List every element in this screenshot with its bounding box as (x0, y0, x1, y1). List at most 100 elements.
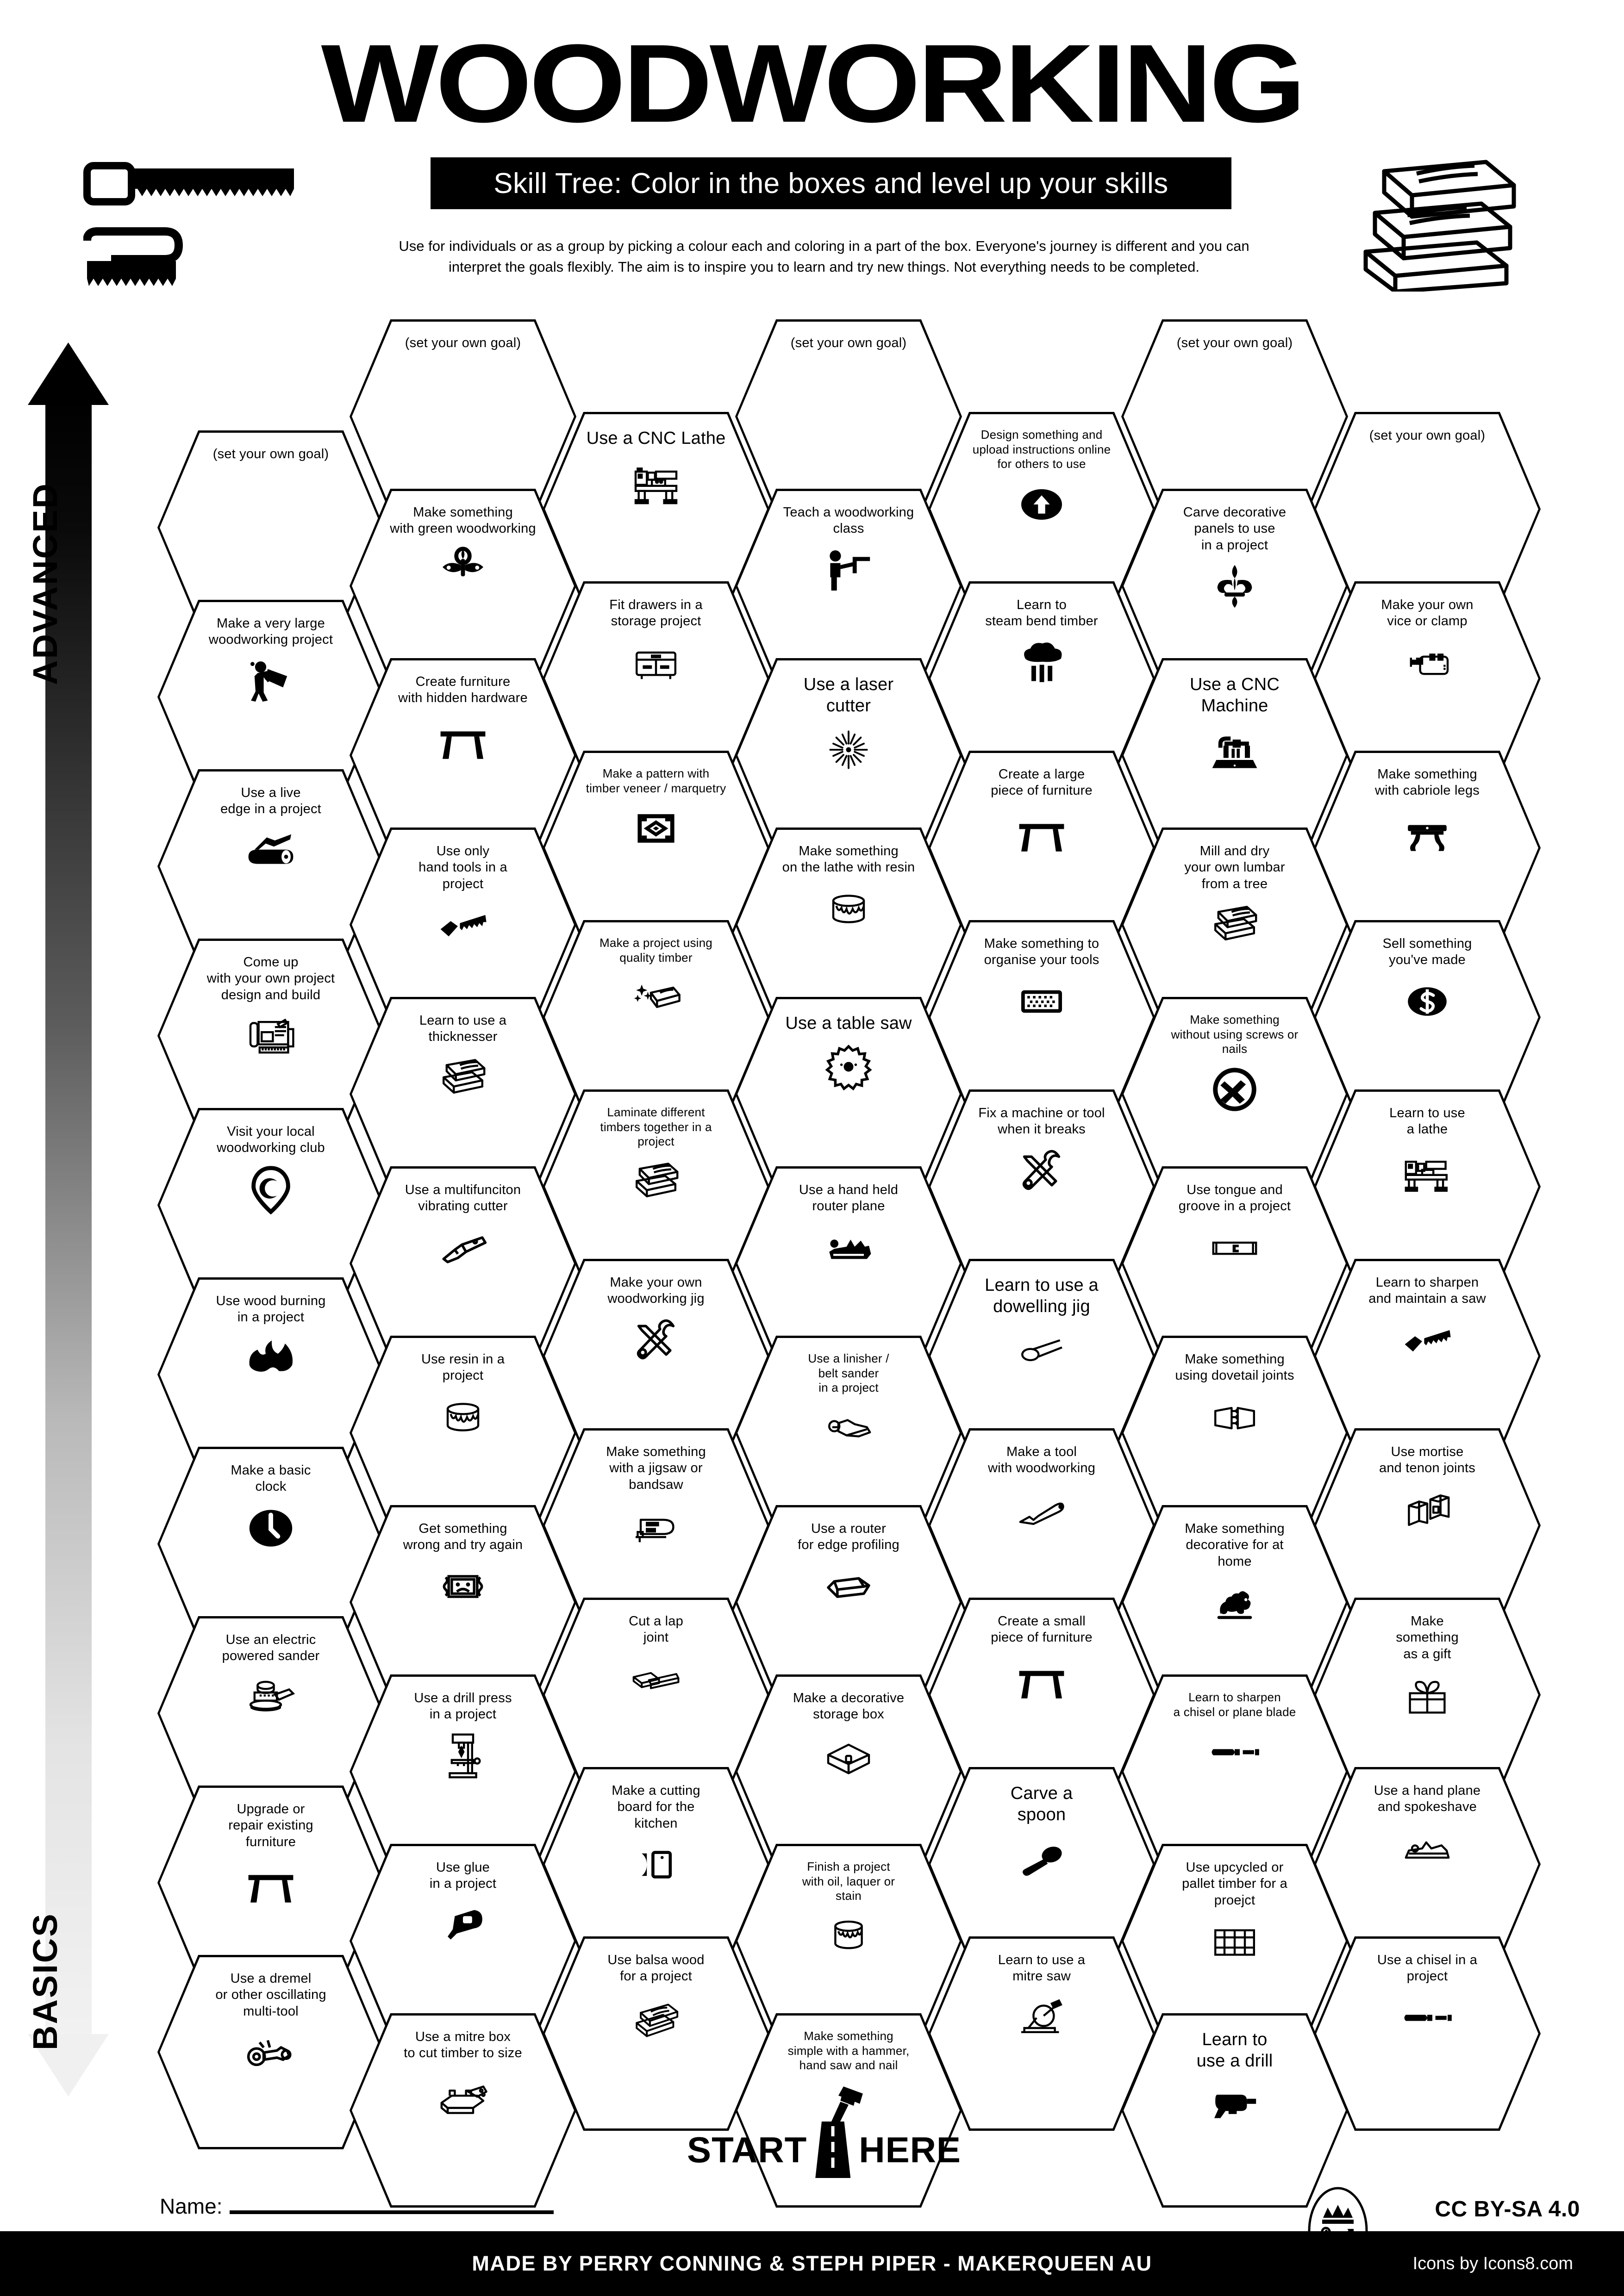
skill-hex-5-8[interactable]: Create a small piece of furniture (928, 1598, 1155, 1792)
hex-label: Finish a project with oil, laquer or sta… (802, 1860, 895, 1903)
skill-hex-3-1[interactable]: Use a CNC Lathe (543, 412, 769, 606)
skill-hex-7-7[interactable]: Use mortise and tenon joints (1314, 1428, 1541, 1623)
skill-hex-6-4[interactable]: Mill and dry your own lumbar from a tree (1121, 828, 1348, 1022)
skill-hex-5-10[interactable]: Learn to use a mitre saw (928, 1936, 1155, 2131)
skill-hex-6-1[interactable]: (set your own goal) (1121, 319, 1348, 514)
hex-fill (160, 1788, 382, 1978)
skill-hex-4-6[interactable]: Use a hand held router plane (735, 1166, 962, 1361)
skill-hex-2-8[interactable]: Get something wrong and try again (350, 1505, 576, 1699)
skill-hex-1-3[interactable]: Use a live edge in a project (157, 769, 384, 964)
skill-hex-5-5[interactable]: Fix a machine or tool when it breaks (928, 1089, 1155, 1284)
skill-hex-2-10[interactable]: Use glue in a project (350, 1844, 576, 2038)
skill-hex-7-10[interactable]: Use a chisel in a project (1314, 1936, 1541, 2131)
fleur-de-lis-icon (1207, 561, 1262, 612)
hex-content: Learn to use a drill (1121, 2013, 1348, 2208)
skill-hex-7-3[interactable]: Make something with cabriole legs (1314, 751, 1541, 945)
hex-fill (931, 1092, 1153, 1282)
skill-hex-4-4[interactable]: Make something on the lathe with resin (735, 828, 962, 1022)
skill-hex-7-1[interactable]: (set your own goal) (1314, 412, 1541, 606)
skill-hex-6-2[interactable]: Carve decorative panels to use in a proj… (1121, 489, 1348, 683)
skill-hex-3-9[interactable]: Make a cutting board for the kitchen (543, 1767, 769, 1961)
skill-hex-2-3[interactable]: Create furniture with hidden hardware (350, 658, 576, 852)
skill-hex-1-8[interactable]: Use an electric powered sander (157, 1616, 384, 1811)
skill-hex-5-3[interactable]: Create a large piece of furniture (928, 751, 1155, 945)
hex-fill (1124, 1169, 1346, 1358)
hex-content: Make something using dovetail joints (1121, 1336, 1348, 1530)
skill-hex-2-4[interactable]: Use only hand tools in a project (350, 828, 576, 1022)
start-word: START (687, 2129, 807, 2170)
skill-hex-7-2[interactable]: Make your own vice or clamp (1314, 581, 1541, 776)
hex-label: Use resin in a project (421, 1352, 505, 1383)
hex-label: Create a small piece of furniture (991, 1614, 1093, 1645)
skill-hex-5-1[interactable]: Design something and upload instructions… (928, 412, 1155, 606)
skill-hex-2-1[interactable]: (set your own goal) (350, 319, 576, 514)
skill-hex-2-7[interactable]: Use resin in a project (350, 1336, 576, 1530)
skill-hex-4-8[interactable]: Use a router for edge profiling (735, 1505, 962, 1699)
skill-hex-3-2[interactable]: Fit drawers in a storage project (543, 581, 769, 776)
skill-hex-6-7[interactable]: Make something using dovetail joints (1121, 1336, 1348, 1530)
skill-hex-4-10[interactable]: Finish a project with oil, laquer or sta… (735, 1844, 962, 2038)
hex-content: Get something wrong and try again (350, 1505, 576, 1699)
skill-hex-4-5[interactable]: Use a table saw (735, 997, 962, 1191)
skill-hex-3-6[interactable]: Make your own woodworking jig (543, 1259, 769, 1453)
skill-hex-5-6[interactable]: Learn to use a dowelling jig (928, 1259, 1155, 1453)
skill-hex-4-3[interactable]: Use a laser cutter (735, 658, 962, 852)
skill-hex-6-11[interactable]: Learn to use a drill (1121, 2013, 1348, 2208)
skill-hex-5-4[interactable]: Make something to organise your tools (928, 920, 1155, 1114)
skill-hex-1-1[interactable]: (set your own goal) (157, 430, 384, 625)
skill-hex-3-4[interactable]: Make a project using quality timber (543, 920, 769, 1114)
skill-hex-4-2[interactable]: Teach a woodworking class (735, 489, 962, 683)
name-field-row[interactable]: Name: (160, 2194, 554, 2219)
skill-hex-5-9[interactable]: Carve a spoon (928, 1767, 1155, 1961)
skill-hex-6-5[interactable]: Make something without using screws or n… (1121, 997, 1348, 1191)
skill-hex-3-5[interactable]: Laminate different timbers together in a… (543, 1089, 769, 1284)
skill-hex-1-4[interactable]: Come up with your own project design and… (157, 939, 384, 1133)
sprout-icon (435, 545, 491, 596)
skill-hex-5-2[interactable]: Learn to steam bend timber (928, 581, 1155, 776)
skill-hex-1-9[interactable]: Upgrade or repair existing furniture (157, 1786, 384, 1980)
gift-icon (1399, 1670, 1455, 1721)
hex-content: Use a mitre box to cut timber to size (350, 2013, 576, 2208)
skill-hex-6-3[interactable]: Use a CNC Machine (1121, 658, 1348, 852)
skill-hex-1-10[interactable]: Use a dremel or other oscillating multi-… (157, 1955, 384, 2149)
skill-hex-4-1[interactable]: (set your own goal) (735, 319, 962, 514)
skill-hex-2-11[interactable]: Use a mitre box to cut timber to size (350, 2013, 576, 2208)
skill-hex-6-9[interactable]: Learn to sharpen a chisel or plane blade (1121, 1674, 1348, 1869)
skill-hex-7-5[interactable]: Learn to use a lathe (1314, 1089, 1541, 1284)
skill-hex-6-6[interactable]: Use tongue and groove in a project (1121, 1166, 1348, 1361)
skill-hex-1-7[interactable]: Make a basic clock (157, 1447, 384, 1641)
drill-icon (1207, 2079, 1262, 2130)
hex-label: Use a CNC Lathe (586, 429, 726, 448)
hex-fill (160, 433, 382, 622)
skill-hex-5-7[interactable]: Make a tool with woodworking (928, 1428, 1155, 1623)
skill-hex-3-10[interactable]: Use balsa wood for a project (543, 1936, 769, 2131)
hex-content: Make something simple with a hammer, han… (735, 2013, 962, 2208)
skill-hex-3-3[interactable]: Make a pattern with timber veneer / marq… (543, 751, 769, 945)
pegboard-icon (1014, 976, 1069, 1027)
skill-hex-7-6[interactable]: Learn to sharpen and maintain a saw (1314, 1259, 1541, 1453)
skill-hex-2-9[interactable]: Use a drill press in a project (350, 1674, 576, 1869)
skill-hex-2-5[interactable]: Learn to use a thicknesser (350, 997, 576, 1191)
skill-hex-7-4[interactable]: Sell something you've made (1314, 920, 1541, 1114)
skill-hex-1-6[interactable]: Use wood burning in a project (157, 1277, 384, 1472)
skill-hex-1-2[interactable]: Make a very large woodworking project (157, 600, 384, 794)
hex-fill (545, 1092, 767, 1282)
skill-hex-2-6[interactable]: Use a multifunciton vibrating cutter (350, 1166, 576, 1361)
skill-hex-2-2[interactable]: Make something with green woodworking (350, 489, 576, 683)
skill-hex-1-5[interactable]: Visit your local woodworking club (157, 1108, 384, 1302)
resin-tin-icon (821, 884, 876, 934)
hex-label: Make a very large woodworking project (208, 616, 333, 647)
skill-hex-3-8[interactable]: Cut a lap joint (543, 1598, 769, 1792)
skill-hex-7-8[interactable]: Make something as a gift (1314, 1598, 1541, 1792)
blueprint-icon (243, 1011, 299, 1062)
name-input-line[interactable] (230, 2210, 554, 2214)
hex-label: Make something on the lathe with resin (782, 844, 915, 875)
skill-hex-7-9[interactable]: Use a hand plane and spokeshave (1314, 1767, 1541, 1961)
skill-hex-6-10[interactable]: Use upcycled or pallet timber for a proe… (1121, 1844, 1348, 2038)
skill-hex-3-7[interactable]: Make something with a jigsaw or bandsaw (543, 1428, 769, 1623)
name-label: Name: (160, 2194, 223, 2218)
spoon-icon (1014, 1833, 1069, 1884)
skill-hex-4-7[interactable]: Use a linisher / belt sander in a projec… (735, 1336, 962, 1530)
skill-hex-6-8[interactable]: Make something decorative for at home (1121, 1505, 1348, 1699)
skill-hex-4-9[interactable]: Make a decorative storage box (735, 1674, 962, 1869)
